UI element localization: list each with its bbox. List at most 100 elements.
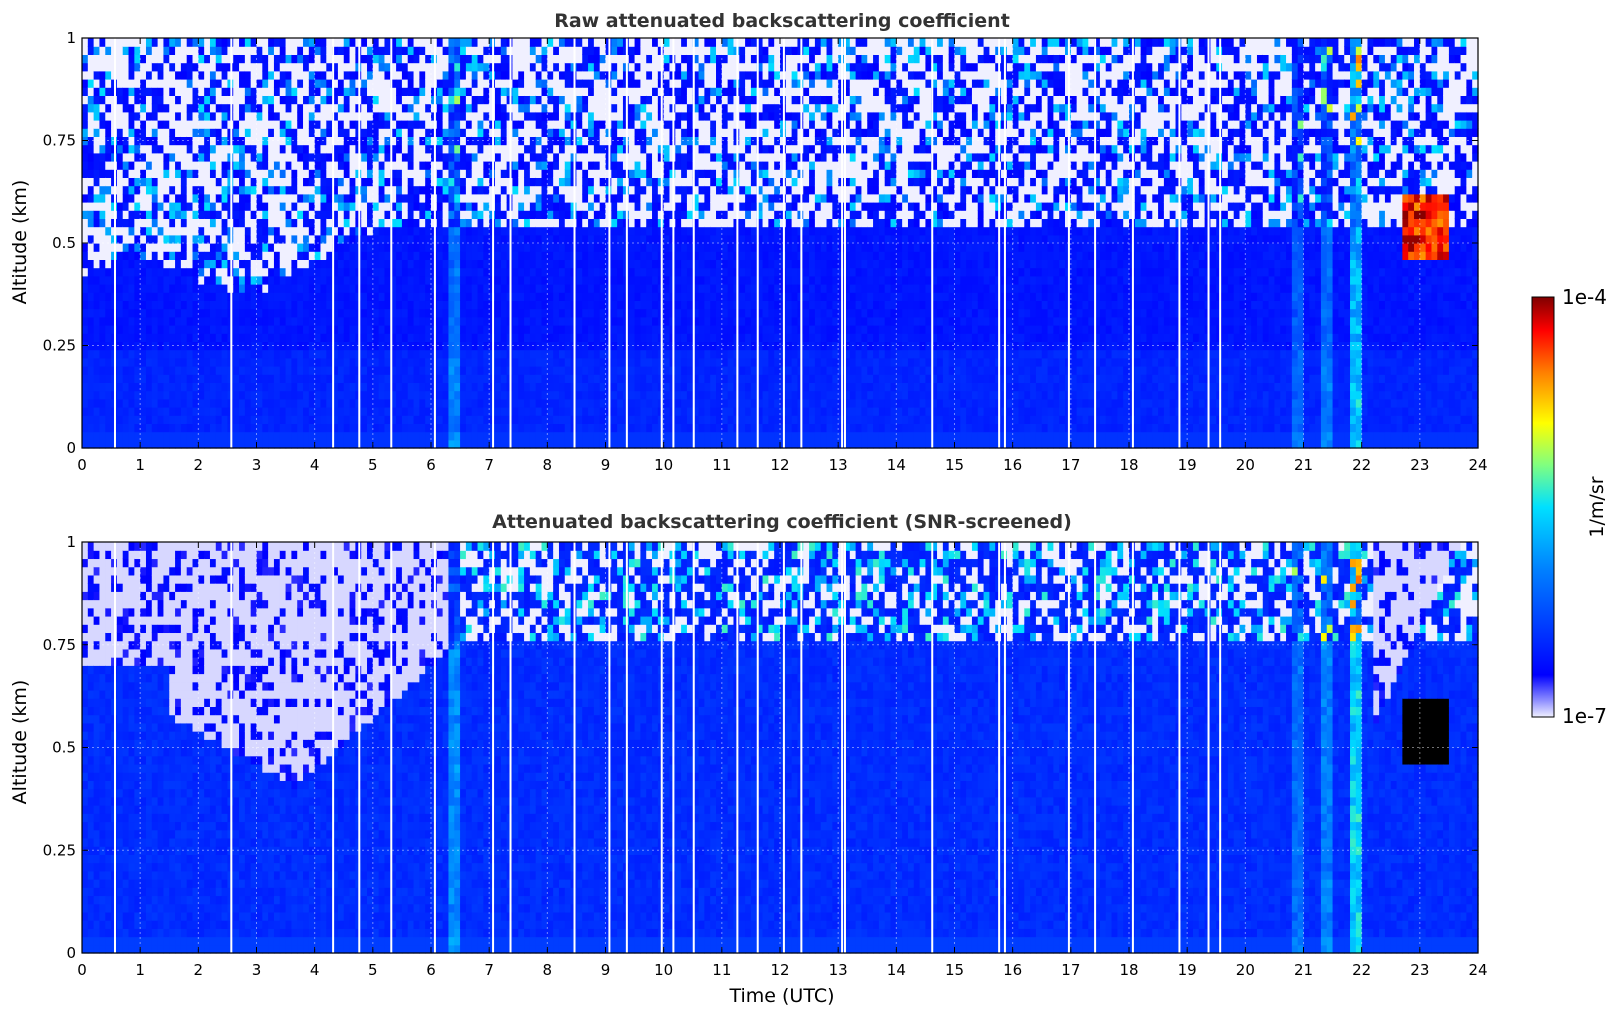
heatmap-cell — [222, 391, 228, 400]
heatmap-cell — [419, 54, 425, 63]
heatmap-cell — [629, 95, 635, 104]
heatmap-cell — [524, 210, 530, 219]
heatmap-cell — [99, 95, 105, 104]
heatmap-cell — [152, 71, 158, 80]
heatmap-cell — [524, 235, 530, 244]
heatmap-cell — [297, 95, 303, 104]
heatmap-cell — [536, 366, 542, 375]
heatmap-cell — [158, 399, 164, 408]
heatmap-cell — [419, 87, 425, 96]
heatmap-cell — [350, 218, 356, 227]
heatmap-cell — [384, 145, 390, 154]
heatmap-cell — [105, 235, 111, 244]
heatmap-cell — [361, 112, 367, 121]
heatmap-cell — [588, 415, 594, 424]
heatmap-cell — [611, 391, 617, 400]
heatmap-cell — [123, 227, 129, 236]
heatmap-cell — [478, 112, 484, 121]
heatmap-cell — [419, 112, 425, 121]
heatmap-cell — [187, 202, 193, 211]
heatmap-cell — [379, 292, 385, 301]
heatmap-cell — [262, 112, 268, 121]
heatmap-cell — [99, 128, 105, 137]
heatmap-cell — [594, 374, 600, 383]
heatmap-cell — [443, 259, 449, 268]
heatmap-cell — [588, 276, 594, 285]
heatmap-cell — [216, 186, 222, 195]
heatmap-cell — [414, 300, 420, 309]
heatmap-cell — [129, 243, 135, 252]
heatmap-cell — [437, 432, 443, 441]
heatmap-cell — [350, 374, 356, 383]
heatmap-cell — [635, 292, 641, 301]
heatmap-cell — [198, 79, 204, 88]
heatmap-cell — [233, 309, 239, 318]
heatmap-cell — [547, 292, 553, 301]
heatmap-cell — [419, 210, 425, 219]
heatmap-cell — [565, 202, 571, 211]
heatmap-cell — [559, 325, 565, 334]
heatmap-cell — [123, 210, 129, 219]
heatmap-cell — [239, 423, 245, 432]
heatmap-cell — [448, 210, 454, 219]
heatmap-cell — [396, 194, 402, 203]
heatmap-cell — [82, 38, 88, 47]
heatmap-cell — [320, 145, 326, 154]
heatmap-cell — [466, 432, 472, 441]
heatmap-cell — [152, 374, 158, 383]
heatmap-cell — [175, 120, 181, 129]
heatmap-cell — [501, 374, 507, 383]
heatmap-cell — [129, 71, 135, 80]
heatmap-cell — [640, 366, 646, 375]
heatmap-cell — [169, 169, 175, 178]
heatmap-cell — [233, 374, 239, 383]
heatmap-cell — [402, 95, 408, 104]
heatmap-cell — [99, 391, 105, 400]
heatmap-cell — [594, 161, 600, 170]
heatmap-cell — [320, 333, 326, 342]
heatmap-cell — [204, 46, 210, 55]
heatmap-cell — [553, 309, 559, 318]
heatmap-cell — [262, 227, 268, 236]
heatmap-cell — [198, 235, 204, 244]
heatmap-cell — [158, 391, 164, 400]
heatmap-cell — [501, 243, 507, 252]
heatmap-cell — [402, 87, 408, 96]
heatmap-cell — [472, 432, 478, 441]
heatmap-cell — [286, 382, 292, 391]
heatmap-cell — [536, 104, 542, 113]
heatmap-cell — [373, 202, 379, 211]
heatmap-cell — [82, 292, 88, 301]
heatmap-cell — [466, 177, 472, 186]
heatmap-cell — [99, 120, 105, 129]
heatmap-cell — [286, 276, 292, 285]
heatmap-cell — [245, 243, 251, 252]
heatmap-cell — [245, 382, 251, 391]
heatmap-cell — [629, 300, 635, 309]
heatmap-cell — [245, 415, 251, 424]
heatmap-cell — [338, 153, 344, 162]
heatmap-cell — [117, 71, 123, 80]
heatmap-cell — [262, 366, 268, 375]
heatmap-cell — [414, 440, 420, 449]
heatmap-cell — [140, 186, 146, 195]
heatmap-cell — [536, 358, 542, 367]
heatmap-cell — [419, 79, 425, 88]
heatmap-cell — [495, 46, 501, 55]
heatmap-cell — [361, 177, 367, 186]
heatmap-cell — [163, 284, 169, 293]
heatmap-cell — [262, 120, 268, 129]
heatmap-cell — [82, 325, 88, 334]
heatmap-cell — [129, 350, 135, 359]
heatmap-cell — [140, 391, 146, 400]
heatmap-cell — [123, 153, 129, 162]
heatmap-cell — [402, 186, 408, 195]
heatmap-cell — [268, 145, 274, 154]
heatmap-cell — [117, 87, 123, 96]
heatmap-cell — [204, 358, 210, 367]
heatmap-cell — [129, 276, 135, 285]
heatmap-cell — [320, 407, 326, 416]
heatmap-cell — [94, 104, 100, 113]
heatmap-cell — [466, 276, 472, 285]
heatmap-cell — [448, 374, 454, 383]
